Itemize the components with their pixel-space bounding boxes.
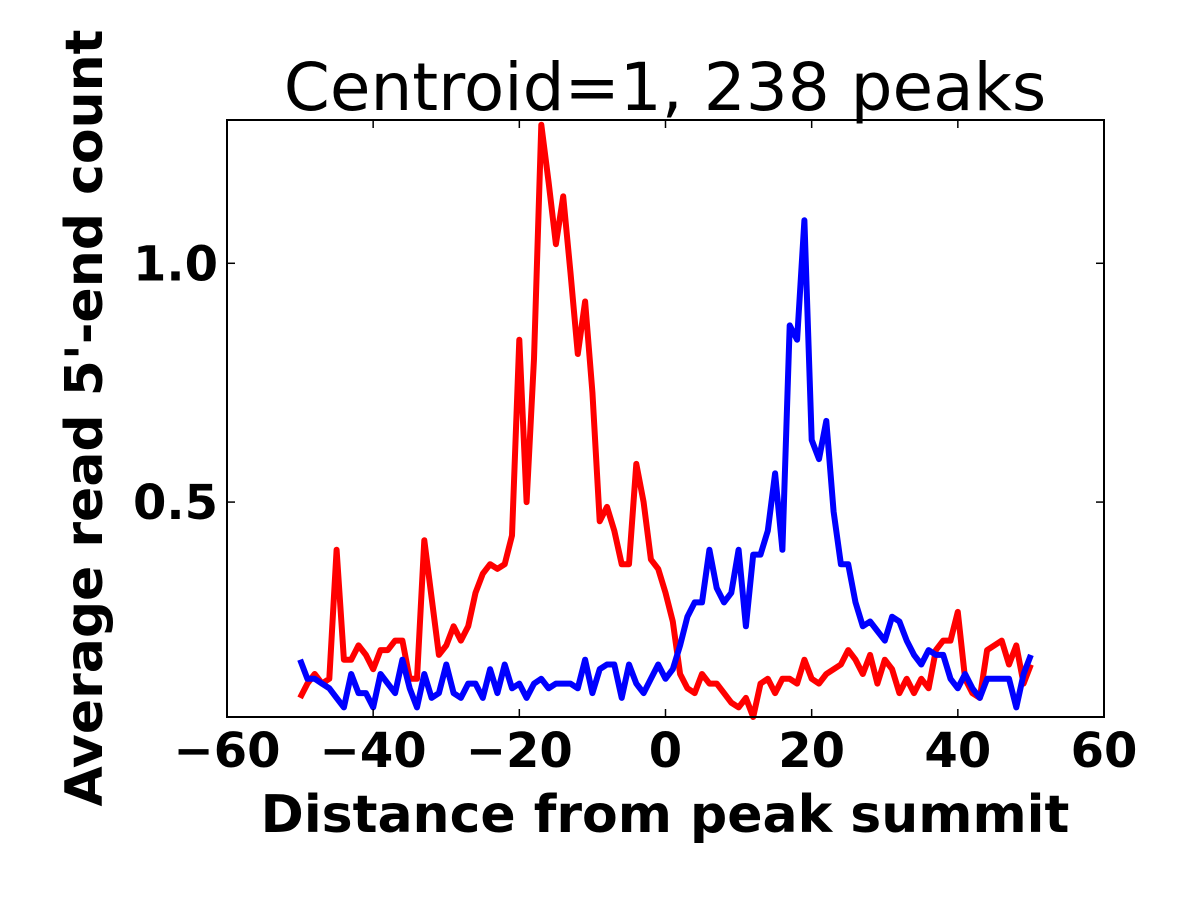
x-tick-label: −60 bbox=[173, 723, 280, 779]
x-axis-label: Distance from peak summit bbox=[261, 785, 1070, 845]
x-tick-label: 0 bbox=[649, 723, 682, 779]
y-tick-label: 1.0 bbox=[133, 236, 218, 292]
y-tick-label: 0.5 bbox=[133, 475, 218, 531]
plot-lines bbox=[297, 121, 1034, 720]
x-tick-label: 40 bbox=[924, 723, 991, 779]
y-ticks: 0.5 1.0 bbox=[133, 236, 1104, 531]
series-line-blue bbox=[297, 217, 1034, 711]
x-tick-label: −40 bbox=[320, 723, 427, 779]
chart-title: Centroid=1, 238 peaks bbox=[284, 49, 1046, 126]
x-tick-label: −20 bbox=[466, 723, 573, 779]
plot-frame bbox=[226, 119, 1105, 718]
x-tick-label: 20 bbox=[778, 723, 845, 779]
series-line-red bbox=[297, 121, 1034, 720]
x-ticks: −60 −40 −20 0 20 40 60 bbox=[173, 120, 1137, 779]
y-axis-label: Average read 5'-end count bbox=[55, 30, 115, 807]
x-tick-label: 60 bbox=[1071, 723, 1138, 779]
